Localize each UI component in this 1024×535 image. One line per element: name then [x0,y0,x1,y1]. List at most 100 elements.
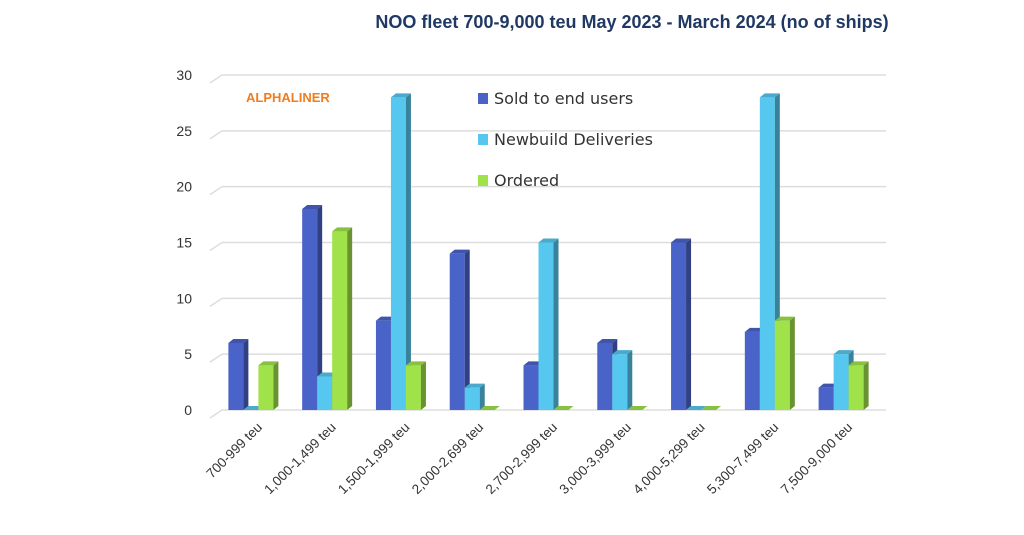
bar-top [449,249,470,254]
y-tick-label: 10 [176,290,192,306]
gridline-depth [209,74,223,84]
bar-side [243,339,249,410]
bar [701,406,722,410]
bar [332,227,353,410]
chart-title: NOO fleet 700-9,000 teu May 2023 - March… [375,12,889,32]
bar-side [789,316,795,410]
bar-front [671,242,687,410]
bar-front [612,354,628,410]
bar [449,249,470,410]
bar-front [759,97,775,410]
bar-front [405,365,421,410]
alphaliner-watermark: ALPHALINER [246,90,330,105]
bar [302,205,323,410]
x-category-label: 700-999 teu [203,420,265,482]
bar-top [228,339,249,343]
bar [464,383,485,410]
bar-side [317,205,323,410]
bar [553,406,574,410]
y-tick-label: 20 [176,179,192,195]
bar [538,238,559,410]
bar-top [627,406,648,410]
bar-front [302,209,318,410]
bar-front [375,320,391,410]
bar-front [332,231,348,410]
bar-front [258,365,274,410]
bar [228,339,249,410]
legend-swatch [478,93,488,104]
bar [612,350,633,410]
bar-top [848,361,869,366]
y-tick-label: 5 [184,346,192,362]
bar-top [774,316,795,321]
x-category-label: 2,700-2,999 teu [483,420,560,497]
bar-front [464,387,480,410]
bar-front [833,354,849,410]
gridline-depth [209,241,223,252]
x-category-label: 1,500-1,999 teu [335,420,412,497]
y-tick-label: 15 [176,235,192,251]
bar-top [553,406,574,410]
bar [405,361,426,410]
bar-side [347,227,353,410]
bar-top [701,406,722,410]
bar-top [258,361,279,366]
legend-label: Ordered [494,171,559,190]
bar-front [597,343,613,410]
gridline-depth [209,353,223,363]
bar-front [449,253,465,410]
legend-swatch [478,175,488,186]
bar [479,406,500,410]
bar [774,316,795,410]
bar [390,93,411,410]
bar-top [538,238,559,243]
bar-side [405,93,411,410]
gridline-depth [209,409,223,419]
bar-side [863,361,869,410]
bar-top [464,383,485,388]
gridline-depth [209,130,223,140]
x-category-label: 3,000-3,999 teu [556,420,633,497]
gridline-depth [209,297,223,307]
x-category-label: 2,000-2,699 teu [409,420,486,497]
bar-top [479,406,500,410]
bar [258,361,279,410]
x-category-label: 1,000-1,499 teu [261,420,338,497]
bar-front [228,343,244,410]
bar-side [686,238,692,410]
bar-top [405,361,426,366]
bar-front [538,242,554,410]
bar-side [479,383,485,410]
bar-top [833,350,854,355]
bar-front [818,387,834,410]
bar [627,406,648,410]
bar-top [612,350,633,355]
legend-label: Sold to end users [494,89,633,108]
y-tick-label: 30 [176,67,192,83]
bar-front [774,320,790,410]
bar [686,406,707,410]
bar [671,238,692,410]
bar-top [686,406,707,410]
bar-top [671,238,692,243]
bar-top [597,339,618,343]
bar-side [464,249,470,410]
bar-front [744,331,760,410]
x-category-label: 7,500-9,000 teu [778,420,855,497]
bar [848,361,869,410]
y-tick-label: 0 [184,402,192,418]
bar-top [332,227,353,232]
gridline-depth [209,186,223,196]
legend-swatch [478,134,488,145]
bar-front [317,376,333,410]
bar-top [759,93,780,98]
legend-label: Newbuild Deliveries [494,130,653,149]
bar-front [523,365,539,410]
x-category-label: 4,000-5,299 teu [630,420,707,497]
bar-front [848,365,864,410]
bar-top [302,205,323,209]
bar-front [390,97,406,410]
bar-side [627,350,633,410]
bar-side [553,238,559,410]
